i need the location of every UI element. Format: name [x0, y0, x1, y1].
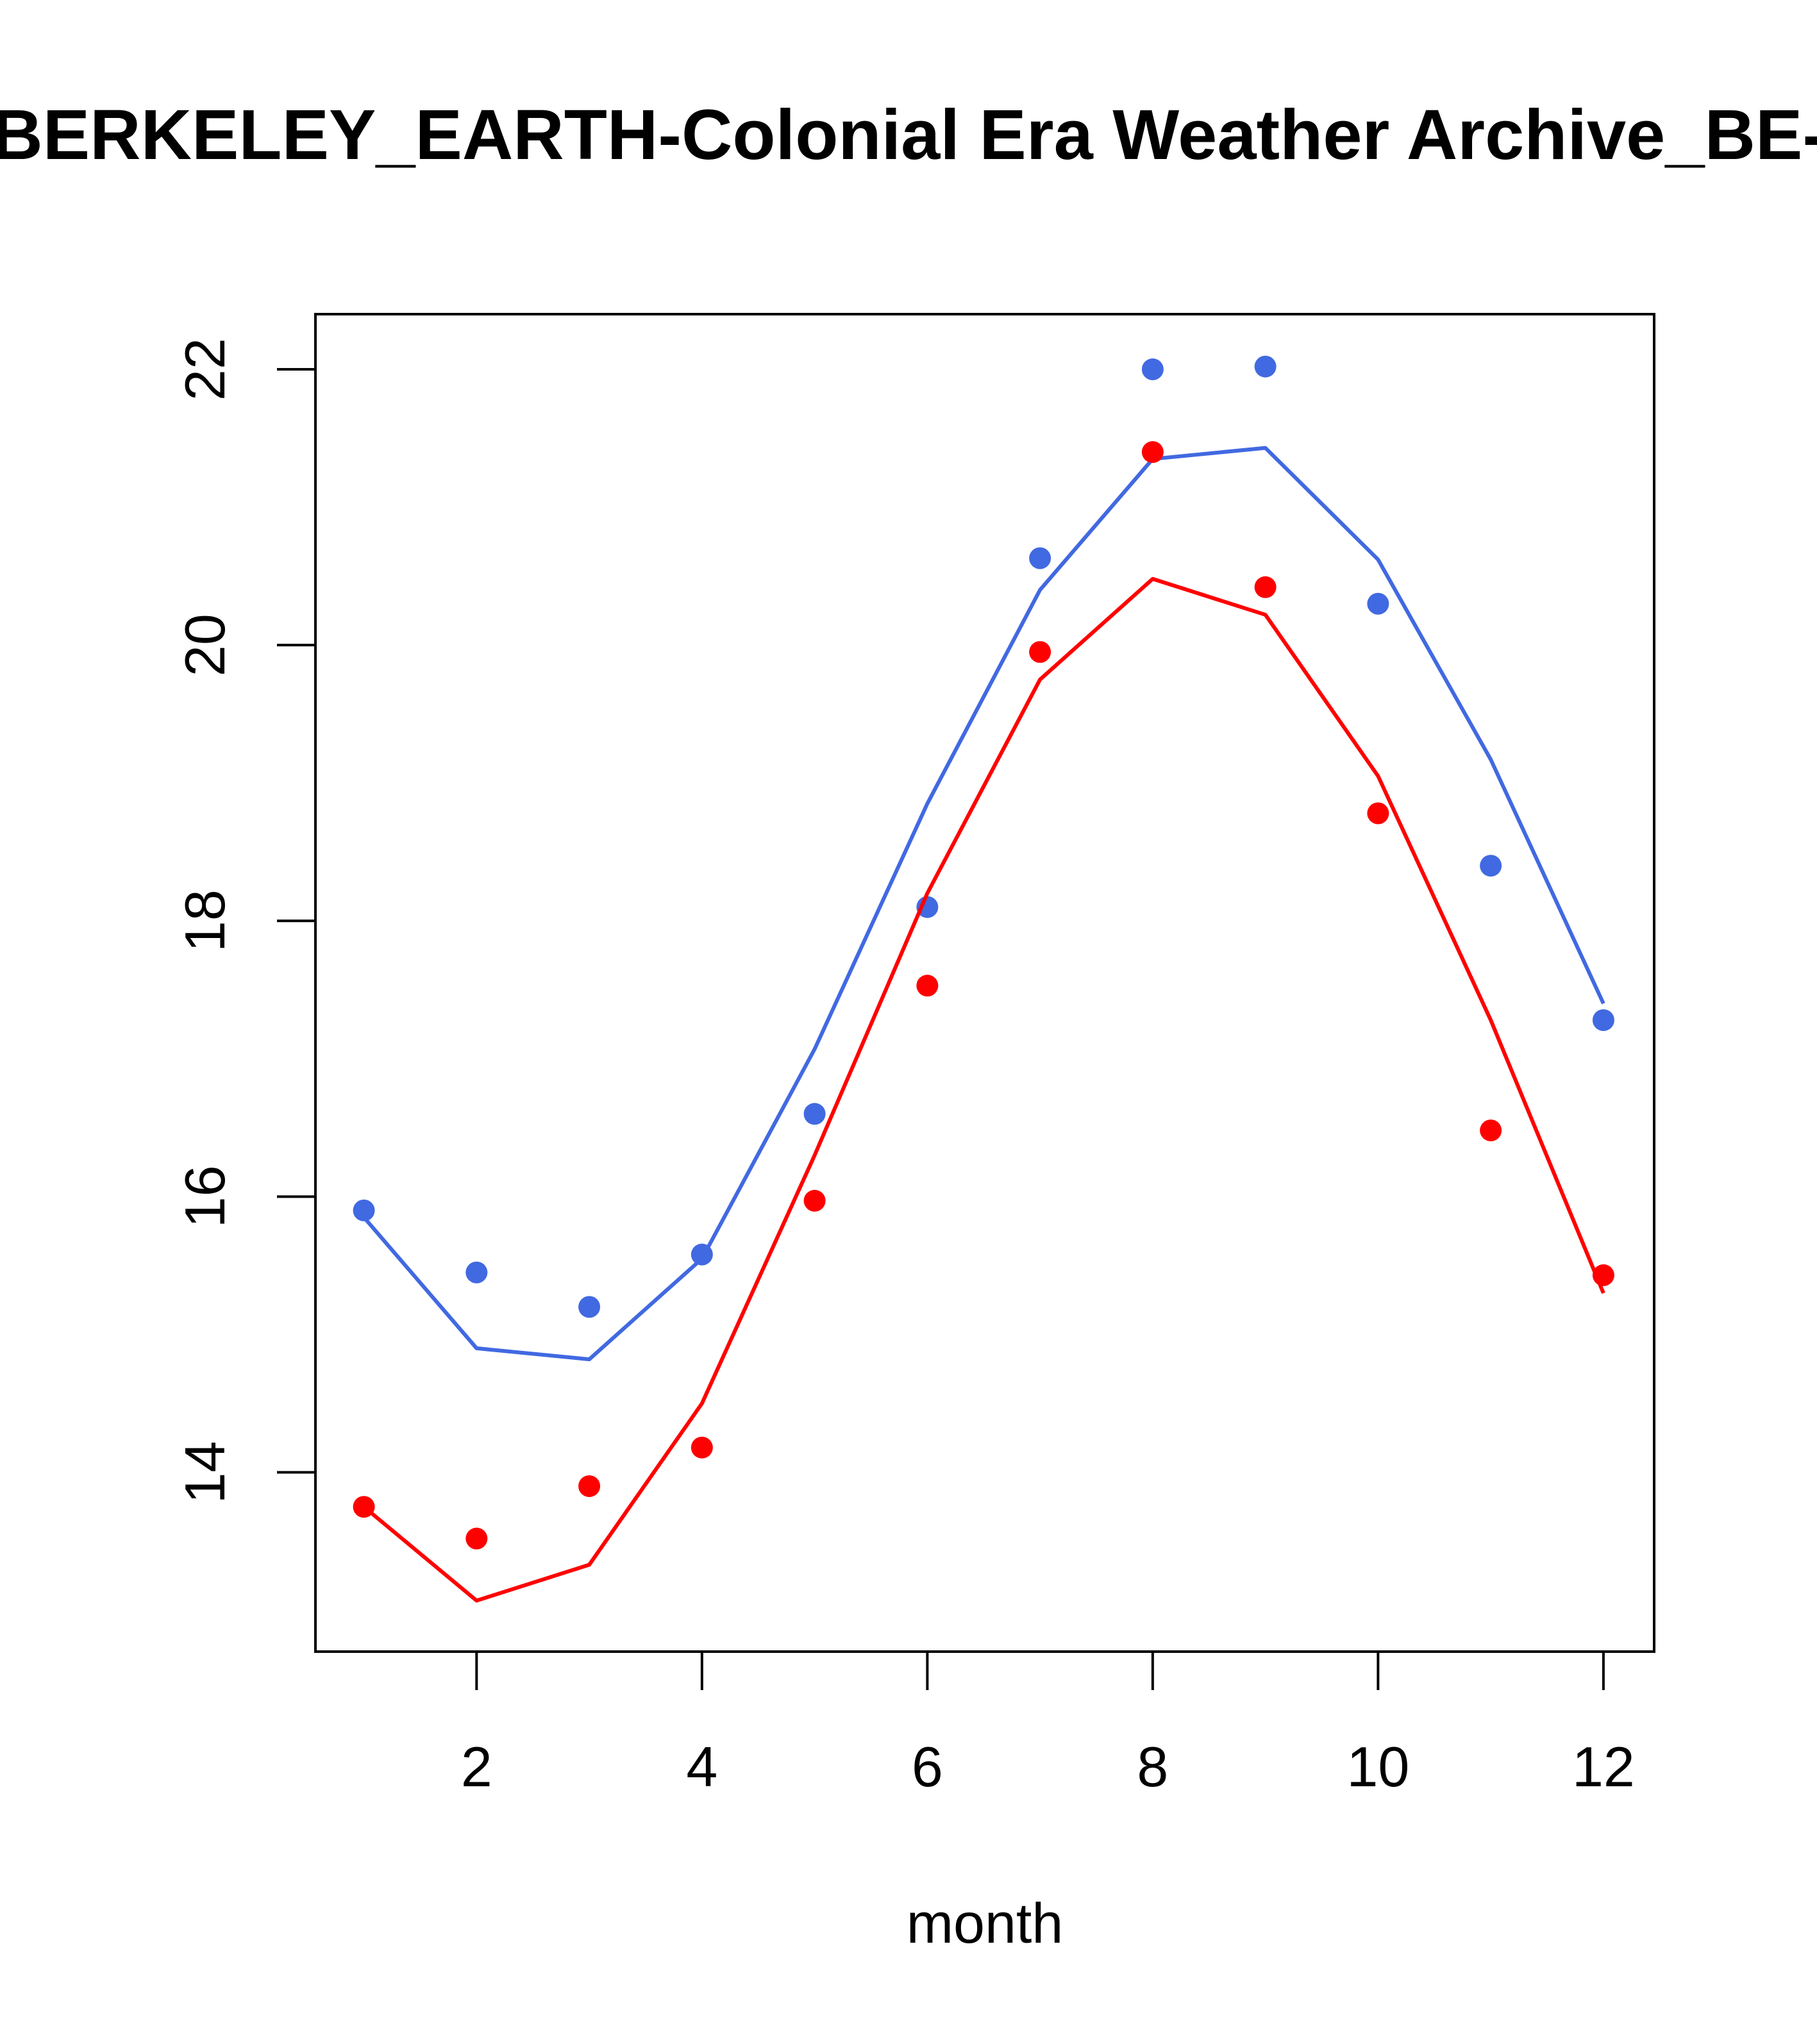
data-point	[1480, 1119, 1502, 1142]
data-point	[1592, 1264, 1614, 1286]
data-point	[916, 975, 939, 997]
x-axis: 2 4 6 8 10 12	[461, 1650, 1635, 1798]
plot-frame	[314, 313, 1655, 1653]
x-axis-label: month	[907, 1891, 1064, 1955]
data-point	[1029, 547, 1051, 569]
data-point	[578, 1296, 601, 1318]
x-tick-label: 12	[1572, 1735, 1635, 1798]
data-point	[1141, 441, 1164, 464]
data-point	[1254, 355, 1277, 378]
data-point	[1592, 1009, 1614, 1032]
y-tick-label: 14	[173, 1441, 237, 1504]
series-layer	[353, 355, 1614, 1603]
y-tick-label: 20	[173, 614, 237, 676]
data-point	[578, 1475, 601, 1497]
data-point	[803, 1189, 826, 1212]
y-tick-label: 16	[173, 1165, 237, 1228]
series-line	[362, 446, 1605, 1362]
chart-title: BERKELEY_EARTH-Colonial Era Weather Arch…	[0, 96, 1817, 174]
y-tick-label: 22	[173, 338, 237, 401]
data-point	[803, 1103, 826, 1125]
data-point	[1141, 358, 1164, 381]
data-point	[691, 1436, 713, 1459]
x-tick-label: 8	[1137, 1735, 1168, 1798]
data-point	[353, 1199, 375, 1221]
data-point	[1480, 855, 1502, 877]
data-point	[465, 1261, 488, 1284]
y-axis: 14 16 18 20 22	[173, 338, 317, 1504]
data-point	[1029, 641, 1051, 663]
x-tick-label: 2	[461, 1735, 492, 1798]
x-tick-label: 6	[912, 1735, 943, 1798]
x-tick-label: 4	[686, 1735, 717, 1798]
data-point	[465, 1527, 488, 1550]
data-point	[1367, 592, 1389, 615]
data-point	[353, 1496, 375, 1518]
data-point	[1367, 802, 1389, 825]
series-line	[362, 576, 1605, 1603]
data-point	[1254, 576, 1277, 598]
data-point	[691, 1243, 713, 1266]
x-tick-label: 10	[1346, 1735, 1409, 1798]
y-tick-label: 18	[173, 889, 237, 952]
